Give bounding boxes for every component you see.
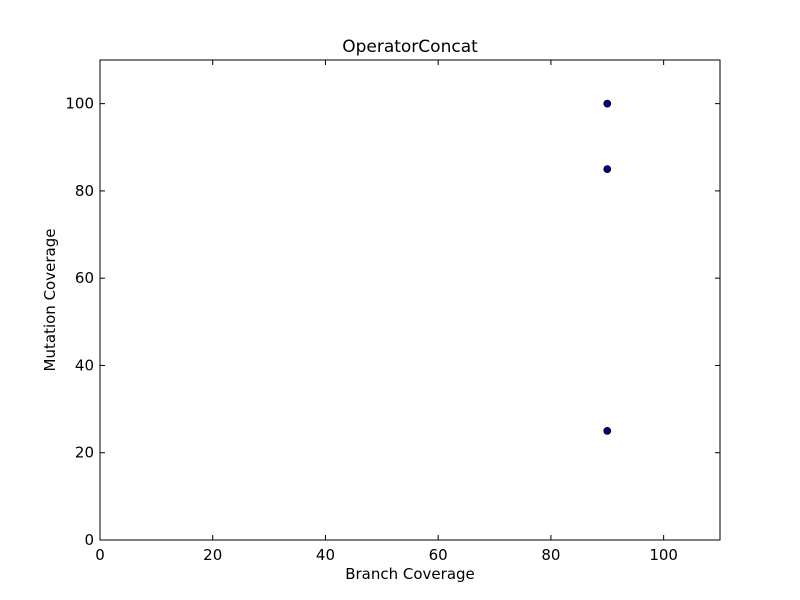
x-tick-label: 80 [541,546,560,564]
y-tick-label: 0 [84,531,94,549]
y-tick-label: 100 [65,95,94,113]
chart-title: OperatorConcat [342,37,478,57]
x-tick-label: 20 [203,546,222,564]
x-axis-label: Branch Coverage [345,565,475,583]
x-tick-label: 60 [429,546,448,564]
data-point [603,427,612,435]
data-point [603,165,612,173]
y-tick-label: 80 [75,182,94,200]
x-tick-label: 0 [95,546,105,564]
y-tick-label: 60 [75,269,94,287]
plot-area [99,59,721,541]
data-point [603,99,612,108]
plot-frame [99,59,721,541]
y-tick-label: 40 [75,356,94,374]
y-tick-label: 20 [75,444,94,462]
x-tick-label: 100 [649,546,678,564]
axis-ticks: 0 20 40 60 80 100 0 20 40 60 80 100 [65,60,720,564]
y-axis-label: Mutation Coverage [41,229,59,372]
data-points [603,99,612,435]
x-tick-label: 40 [316,546,335,564]
